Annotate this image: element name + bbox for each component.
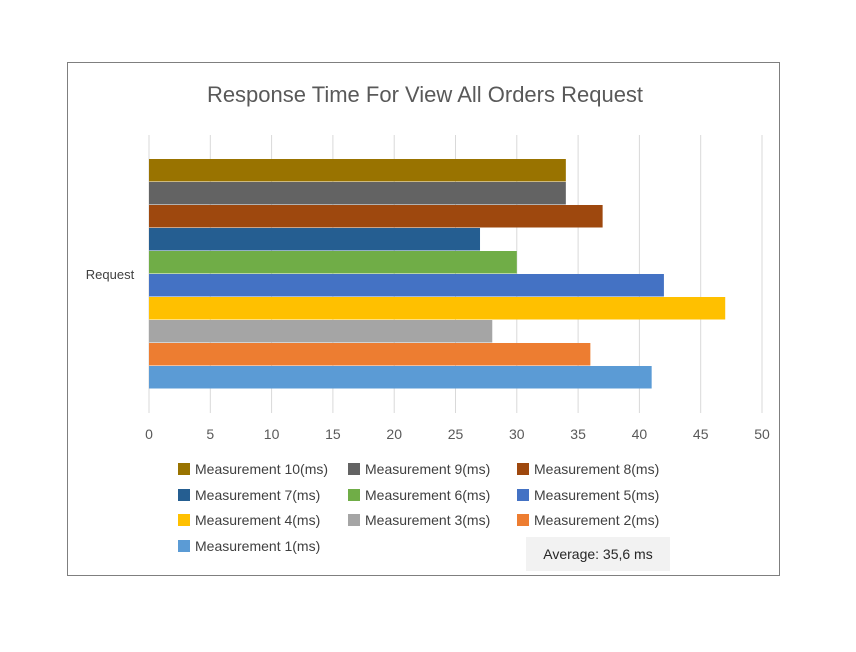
x-tick-label: 50 (754, 426, 770, 442)
bar-measurement-8 (149, 205, 603, 228)
chart-title: Response Time For View All Orders Reques… (207, 82, 643, 107)
bar-measurement-5 (149, 274, 664, 297)
legend-label: Measurement 7(ms) (195, 487, 320, 503)
legend-swatch (178, 489, 190, 501)
legend-swatch (348, 514, 360, 526)
legend-swatch (517, 463, 529, 475)
bars (149, 159, 726, 389)
bar-measurement-10 (149, 159, 566, 182)
legend-label: Measurement 6(ms) (365, 487, 490, 503)
legend-label: Measurement 4(ms) (195, 512, 320, 528)
legend-swatch (517, 514, 529, 526)
legend-swatch (348, 489, 360, 501)
legend-item-measurement-2[interactable]: Measurement 2(ms) (517, 512, 659, 528)
bar-chart: Response Time For View All Orders Reques… (86, 82, 770, 571)
legend-label: Measurement 3(ms) (365, 512, 490, 528)
legend-item-measurement-1[interactable]: Measurement 1(ms) (178, 538, 320, 554)
legend[interactable]: Measurement 10(ms) Measurement 9(ms) Measu… (178, 461, 659, 554)
legend-swatch (178, 540, 190, 552)
legend-item-measurement-8[interactable]: Measurement 8(ms) (517, 461, 659, 477)
average-box (526, 537, 670, 571)
bar-measurement-2 (149, 343, 591, 366)
legend-label: Measurement 8(ms) (534, 461, 659, 477)
bar-measurement-1 (149, 366, 652, 389)
chart-frame: Response Time For View All Orders Reques… (67, 62, 780, 576)
legend-item-measurement-10[interactable]: Measurement 10(ms) (178, 461, 328, 477)
bar-measurement-9 (149, 182, 566, 205)
legend-item-measurement-3[interactable]: Measurement 3(ms) (348, 512, 490, 528)
axis-labels: 0 5 10 15 20 25 30 35 40 45 50 Request (86, 267, 770, 442)
bar-measurement-7 (149, 228, 481, 251)
average-annotation: Average: 35,6 ms (526, 537, 670, 571)
category-label: Request (86, 267, 135, 282)
x-tick-label: 35 (570, 426, 586, 442)
x-tick-label: 10 (264, 426, 280, 442)
legend-label: Measurement 5(ms) (534, 487, 659, 503)
legend-item-measurement-7[interactable]: Measurement 7(ms) (178, 487, 320, 503)
x-tick-label: 45 (693, 426, 709, 442)
bar-measurement-6 (149, 251, 517, 274)
x-tick-label: 15 (325, 426, 341, 442)
x-tick-label: 5 (206, 426, 214, 442)
bar-measurement-4 (149, 297, 726, 320)
bar-measurement-3 (149, 320, 493, 343)
legend-label: Measurement 10(ms) (195, 461, 328, 477)
x-tick-label: 20 (386, 426, 402, 442)
x-tick-label: 40 (632, 426, 648, 442)
legend-label: Measurement 2(ms) (534, 512, 659, 528)
x-tick-label: 25 (448, 426, 464, 442)
legend-item-measurement-6[interactable]: Measurement 6(ms) (348, 487, 490, 503)
legend-label: Measurement 9(ms) (365, 461, 490, 477)
legend-swatch (348, 463, 360, 475)
average-label: Average: 35,6 ms (543, 546, 652, 562)
legend-label: Measurement 1(ms) (195, 538, 320, 554)
legend-swatch (517, 489, 529, 501)
legend-swatch (178, 514, 190, 526)
x-tick-label: 0 (145, 426, 153, 442)
legend-swatch (178, 463, 190, 475)
legend-item-measurement-9[interactable]: Measurement 9(ms) (348, 461, 490, 477)
x-tick-label: 30 (509, 426, 525, 442)
legend-item-measurement-4[interactable]: Measurement 4(ms) (178, 512, 320, 528)
legend-item-measurement-5[interactable]: Measurement 5(ms) (517, 487, 659, 503)
